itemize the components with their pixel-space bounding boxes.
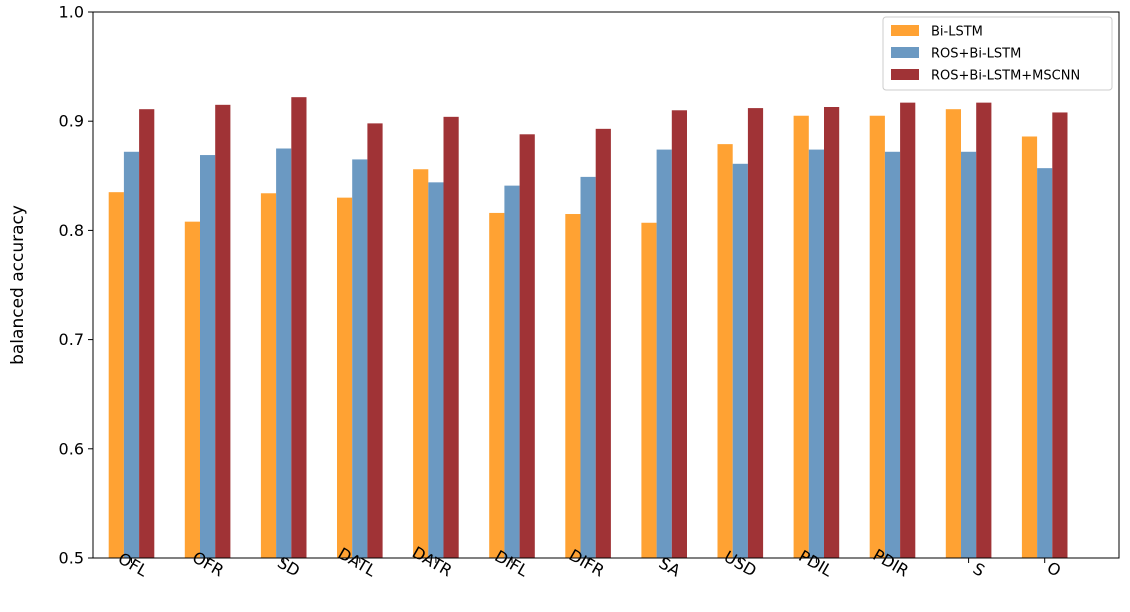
bar-difr-series-3 bbox=[595, 128, 611, 558]
bar-datr-series-3 bbox=[443, 116, 459, 558]
x-tick-label-s: S bbox=[970, 559, 988, 581]
bar-ofl-series-3 bbox=[139, 109, 155, 558]
x-tick-label-o: O bbox=[1044, 558, 1064, 581]
legend-swatch-3 bbox=[891, 69, 919, 80]
bar-usd-series-2 bbox=[732, 163, 748, 559]
bar-difl-series-2 bbox=[504, 185, 520, 558]
bar-datr-series-2 bbox=[428, 182, 444, 558]
bar-ofr-series-1 bbox=[184, 221, 200, 558]
bar-difl-series-3 bbox=[519, 134, 535, 559]
y-tick-label: 0.6 bbox=[59, 439, 84, 458]
bar-sd-series-3 bbox=[291, 97, 307, 559]
bar-ofr-series-3 bbox=[215, 104, 231, 558]
bar-usd-series-3 bbox=[747, 108, 764, 558]
legend-box bbox=[882, 16, 1113, 91]
bar-pdir-series-2 bbox=[884, 151, 901, 558]
bar-difl-series-1 bbox=[489, 212, 505, 558]
bar-datl-series-1 bbox=[337, 197, 353, 558]
bar-sa-series-1 bbox=[641, 222, 657, 558]
bar-ofl-series-2 bbox=[123, 151, 140, 558]
bar-usd-series-1 bbox=[717, 144, 733, 558]
bar-sa-series-2 bbox=[656, 149, 672, 558]
bar-o-series-3 bbox=[1052, 112, 1068, 559]
bar-o-series-1 bbox=[1021, 136, 1038, 559]
bar-sd-series-2 bbox=[276, 148, 292, 558]
bar-datr-series-1 bbox=[413, 169, 429, 558]
legend-label-1: Bi-LSTM bbox=[931, 25, 983, 40]
bar-difr-series-2 bbox=[580, 176, 596, 558]
bar-o-series-2 bbox=[1037, 168, 1053, 558]
bar-pdir-series-1 bbox=[869, 115, 885, 559]
bar-s-series-1 bbox=[945, 109, 961, 558]
bar-sd-series-1 bbox=[260, 193, 277, 558]
y-tick-label: 0.7 bbox=[59, 330, 84, 349]
legend-label-3: ROS+Bi-LSTM+MSCNN bbox=[931, 69, 1080, 84]
bar-pdil-series-3 bbox=[824, 107, 840, 558]
y-tick-label: 0.5 bbox=[59, 549, 84, 568]
bar-pdil-series-2 bbox=[808, 149, 824, 558]
legend-label-2: ROS+Bi-LSTM bbox=[931, 47, 1021, 62]
bar-ofr-series-2 bbox=[200, 155, 216, 559]
bar-sa-series-3 bbox=[671, 110, 687, 558]
bar-pdil-series-1 bbox=[793, 115, 809, 559]
bar-difr-series-1 bbox=[565, 214, 581, 558]
bar-s-series-3 bbox=[976, 102, 992, 558]
bar-datl-series-2 bbox=[352, 159, 368, 559]
bar-ofl-series-1 bbox=[108, 192, 124, 558]
y-tick-label: 0.9 bbox=[59, 112, 84, 131]
y-axis-label: balanced accuracy bbox=[8, 205, 28, 365]
y-tick-label: 0.8 bbox=[59, 221, 84, 240]
legend-swatch-2 bbox=[891, 47, 919, 58]
bar-datl-series-3 bbox=[367, 123, 383, 558]
bar-s-series-2 bbox=[961, 151, 977, 558]
bar-pdir-series-3 bbox=[900, 102, 916, 558]
plot-frame bbox=[92, 11, 1120, 559]
y-tick-label: 1.0 bbox=[59, 3, 84, 22]
legend-swatch-1 bbox=[891, 25, 919, 36]
